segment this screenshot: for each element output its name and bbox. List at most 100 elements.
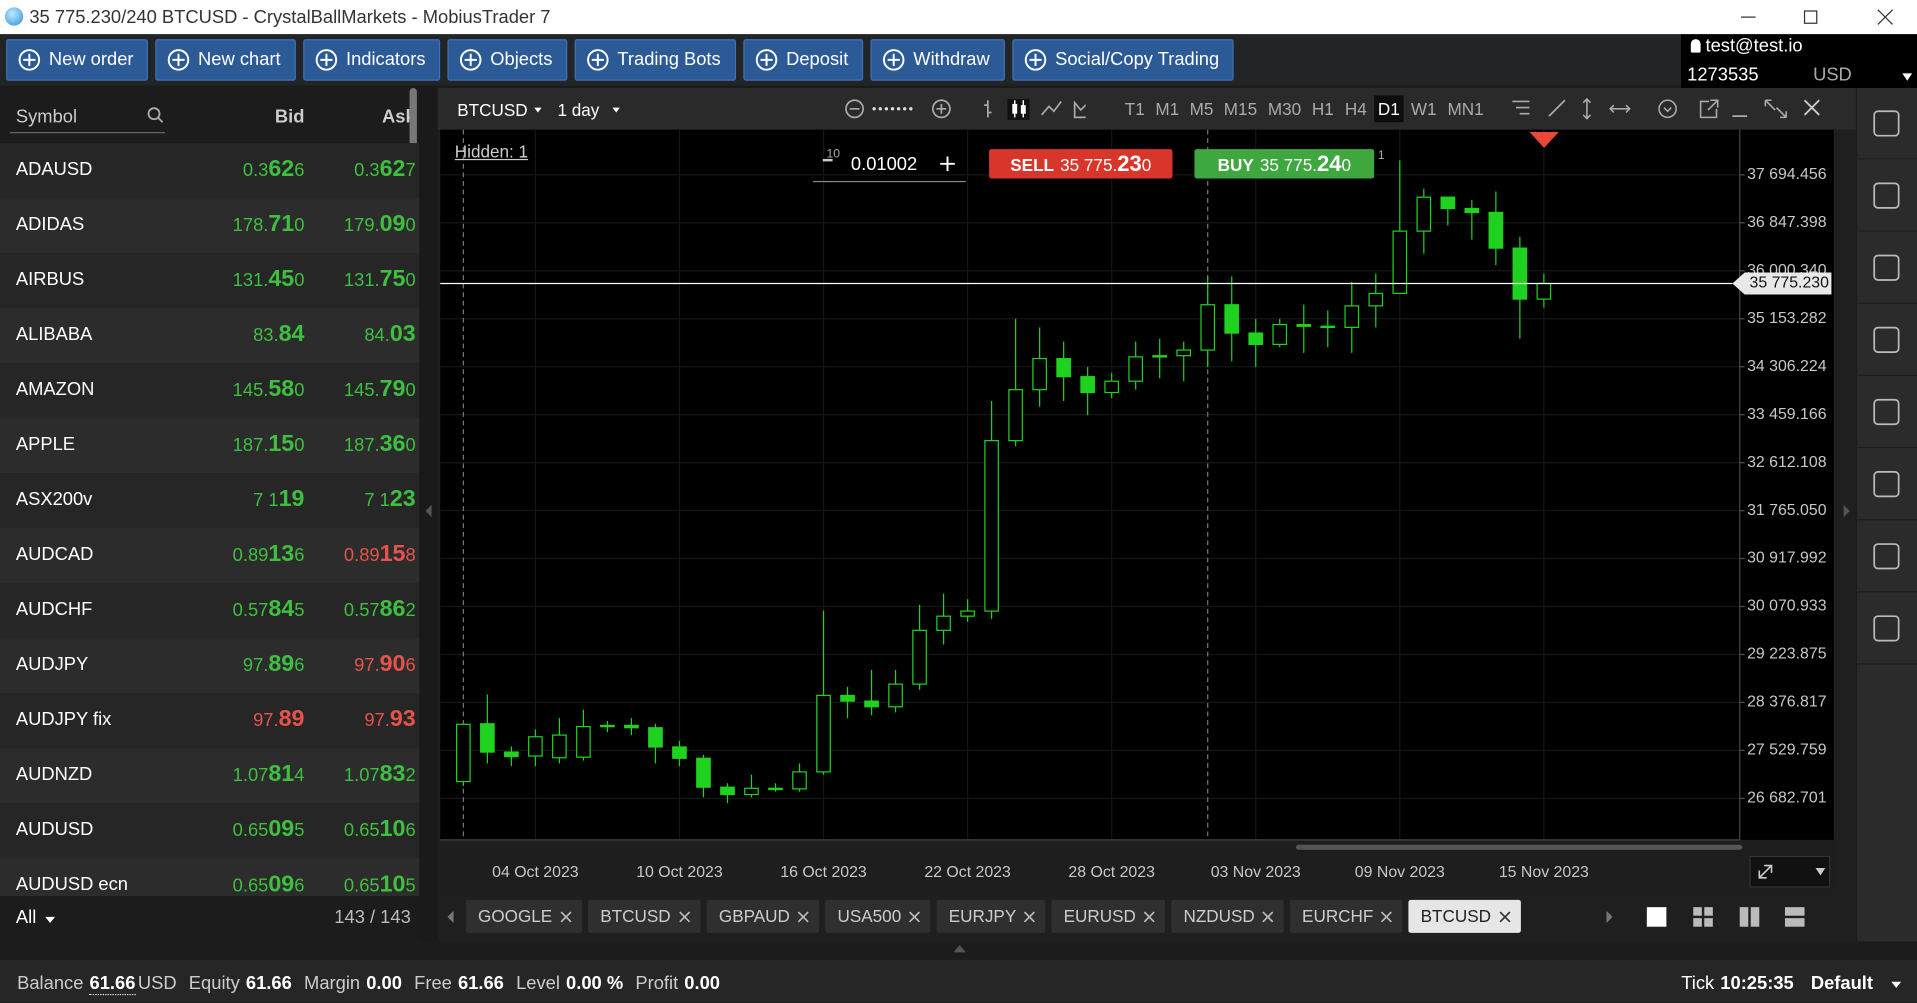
watchlist-row[interactable]: AUDCAD 0.89136 0.89158 (0, 528, 420, 584)
candle-body (1152, 355, 1168, 358)
tab-left[interactable] (447, 910, 454, 924)
watchlist-row[interactable]: ADIDAS 178.710 179.090 (0, 198, 420, 254)
tab-close (1498, 911, 1510, 923)
timeframe-button[interactable]: MN1 (1447, 99, 1484, 119)
timeframe-button[interactable]: H1 (1311, 99, 1334, 119)
candle-body (960, 610, 975, 617)
sidebar-button[interactable] (1873, 110, 1900, 137)
timeframe-button[interactable]: M1 (1155, 99, 1180, 119)
chart-tab[interactable]: USA500 (825, 899, 931, 933)
timeframe-button[interactable]: D1 (1374, 95, 1404, 123)
buy-price: 35 775.240 (1260, 152, 1351, 176)
toolbar-button[interactable]: Withdraw (870, 39, 1005, 81)
buy-button[interactable]: BUY 35 775.240 (1194, 149, 1375, 179)
tick-label: Tick (1681, 973, 1715, 994)
y-tick-label: 33 459.166 (1747, 406, 1827, 423)
timeframe-button[interactable]: M15 (1223, 99, 1258, 119)
watchlist-row[interactable]: AUDJPY 97.896 97.906 (0, 638, 420, 694)
price-part: 83. (253, 325, 279, 346)
icon (157, 116, 164, 123)
sidebar-button[interactable] (1873, 254, 1900, 281)
row-bid: 83.84 (253, 322, 304, 349)
x-tick-label: 16 Oct 2023 (780, 864, 867, 881)
tab-right[interactable] (1606, 910, 1613, 924)
chart-tab[interactable]: BTCUSD (1408, 899, 1521, 933)
watchlist-row[interactable]: AUDNZD 1.07814 1.07832 (0, 748, 420, 804)
candle-body (1512, 247, 1528, 300)
row-ask: 187.360 (344, 432, 416, 459)
tool (1699, 99, 1719, 119)
watchlist-row[interactable]: AUDJPY fix 97.89 97.93 (0, 693, 420, 749)
timeframe-button[interactable]: W1 (1410, 99, 1437, 119)
price-part: 84. (364, 325, 390, 346)
price-part: 84 (278, 321, 305, 348)
tab-label: EURUSD (1063, 905, 1136, 926)
candle-body (624, 724, 639, 729)
lot-minus[interactable] (822, 158, 833, 162)
chart-type-active (1007, 99, 1030, 120)
chart-tab[interactable]: GOOGLE (465, 899, 582, 933)
watchlist-row[interactable]: AUDCHF 0.57845 0.57862 (0, 583, 420, 639)
tab-bar: GOOGLE BTCUSD GBPAUD USA500 EURJPY EURUSD NZDU… (437, 894, 1856, 942)
chart-tab[interactable]: BTCUSD (588, 899, 701, 933)
chart-tab[interactable]: GBPAUD (706, 899, 820, 933)
hidden-objects[interactable]: Hidden: 1 (454, 141, 529, 162)
layout-single (1646, 907, 1667, 927)
watchlist-row[interactable]: APPLE 187.150 187.360 (0, 418, 420, 474)
sidebar-button[interactable] (1873, 471, 1900, 498)
chart-symbol[interactable]: BTCUSD (457, 100, 528, 120)
watchlist-row[interactable]: AIRBUS 131.450 131.750 (0, 253, 420, 309)
candle-body (816, 694, 831, 773)
sidebar-button[interactable] (1873, 326, 1900, 353)
candle-body (1080, 376, 1095, 394)
watchlist-row[interactable]: AMAZON 145.580 145.790 (0, 363, 420, 419)
profile[interactable]: Default (1810, 973, 1873, 994)
toolbar-button[interactable]: New chart (155, 39, 296, 81)
candle-body (840, 694, 855, 702)
toolbar-button[interactable]: New order (6, 39, 149, 81)
watchlist-row[interactable]: AUDUSD ecn 0.65096 0.65105 (0, 858, 420, 897)
price-part: 0.65 (232, 820, 269, 842)
tab-label: BTCUSD (1420, 905, 1492, 926)
candle-body (576, 725, 591, 758)
watchlist-row[interactable]: ASX200v 7 119 7 123 (0, 473, 420, 529)
toolbar-button[interactable]: Objects (447, 39, 568, 81)
watchlist-row[interactable]: ADAUSD 0.3626 0.3627 (0, 143, 420, 199)
price-part: 97. (354, 655, 380, 677)
row-bid: 1.07814 (233, 762, 305, 789)
timeframe-button[interactable]: M30 (1267, 99, 1302, 119)
tool (1512, 100, 1530, 115)
toolbar-button[interactable]: Indicators (303, 39, 441, 81)
watchlist-row[interactable]: AUDUSD 0.65095 0.65106 (0, 803, 420, 859)
sidebar-button[interactable] (1873, 398, 1900, 426)
filter[interactable]: All (15, 907, 37, 928)
timeframe-button[interactable]: M5 (1189, 99, 1214, 119)
sidebar-button[interactable] (1873, 543, 1900, 570)
chart-timeframe[interactable]: 1 day (557, 100, 600, 120)
price-part: 5 (405, 875, 416, 897)
chart-tab[interactable]: EURUSD (1051, 899, 1166, 933)
chart-toolbar: BTCUSD 1 day T1 M1 M5 M15 M30 H1 H4 D1 W1 MN1 (437, 88, 1856, 130)
toolbar-button[interactable]: Trading Bots (574, 39, 736, 81)
sidebar-button[interactable] (1873, 182, 1900, 209)
icon (882, 49, 905, 71)
chart-tab[interactable]: EURJPY (936, 899, 1046, 933)
price-part: 131. (232, 270, 269, 291)
toolbar-button[interactable]: Social/Copy Trading (1012, 39, 1234, 81)
price-part: 10 (379, 816, 406, 843)
candle-body (1296, 323, 1312, 327)
timeframe-button[interactable]: H4 (1344, 99, 1367, 119)
price-part: 09 (379, 211, 406, 238)
lot-plus (940, 156, 955, 172)
chart-tab[interactable]: EURCHF (1289, 899, 1403, 933)
sidebar-button[interactable] (1873, 615, 1900, 642)
chart-tab[interactable]: NZDUSD (1171, 899, 1285, 933)
zoom-dot (896, 107, 901, 111)
timeframe-button[interactable]: T1 (1124, 99, 1145, 119)
price-part: 45 (268, 266, 295, 293)
toolbar-button[interactable]: Deposit (743, 39, 863, 81)
tab-label: GBPAUD (718, 905, 790, 926)
header-bid: Bid (274, 106, 305, 128)
watchlist-row[interactable]: ALIBABA 83.84 84.03 (0, 308, 420, 364)
sell-button[interactable]: SELL 35 775.230 (989, 149, 1173, 179)
